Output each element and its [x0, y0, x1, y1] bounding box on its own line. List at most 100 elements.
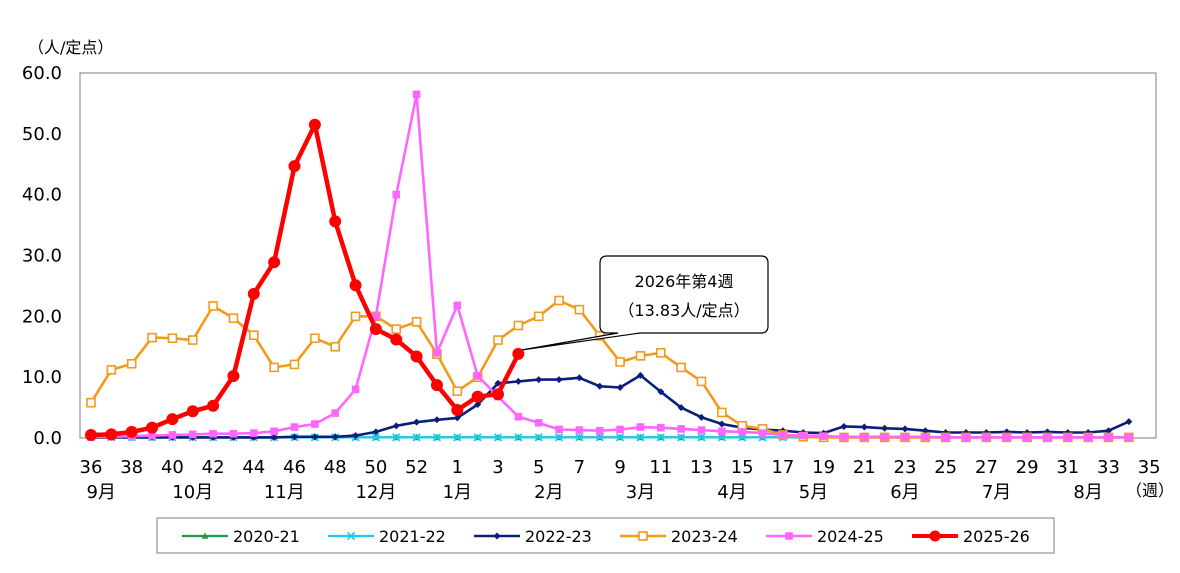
data-point	[229, 429, 238, 438]
data-point	[595, 433, 604, 442]
data-point	[85, 428, 97, 441]
x-tick-label: 9	[614, 457, 625, 478]
data-point	[167, 333, 178, 344]
data-point	[555, 425, 563, 434]
data-point	[718, 427, 726, 436]
data-point	[148, 431, 156, 440]
data-point	[452, 386, 463, 396]
data-point	[392, 190, 401, 199]
series-2025-26	[85, 118, 525, 441]
annotation-callout: 2026年第4週 （13.83人/定点）	[522, 255, 769, 351]
legend-item-2022-23: 2022-23	[474, 527, 592, 546]
x-tick-label: 1	[452, 457, 463, 478]
x-month-label: 9月	[86, 482, 115, 503]
data-point	[534, 418, 543, 427]
data-point	[146, 421, 159, 434]
data-point	[433, 349, 441, 357]
data-point	[474, 401, 482, 409]
x-tick-label: 23	[894, 457, 917, 478]
data-point	[596, 382, 604, 390]
data-point	[758, 429, 767, 437]
data-point	[291, 433, 298, 441]
data-point	[311, 433, 319, 441]
data-point	[413, 418, 421, 426]
data-point	[308, 118, 321, 131]
legend-label: 2021-22	[379, 527, 446, 546]
data-point	[473, 372, 482, 380]
data-point	[349, 279, 362, 292]
data-point	[512, 347, 525, 360]
legend-item-2020-21: 2020-21	[182, 527, 300, 546]
data-point	[718, 420, 726, 428]
data-point	[696, 376, 707, 387]
y-tick-label: 30.0	[22, 246, 62, 267]
y-tick-label: 40.0	[22, 185, 62, 206]
data-point	[329, 215, 342, 228]
annotation-line-1: 2026年第4週	[635, 272, 734, 291]
data-point	[554, 433, 564, 442]
data-point	[330, 341, 341, 352]
data-point	[901, 425, 909, 433]
data-point	[471, 390, 484, 403]
x-tick-label: 35	[1138, 457, 1161, 478]
data-point	[575, 374, 583, 382]
data-point	[346, 531, 356, 541]
data-point	[799, 431, 808, 440]
data-point	[392, 433, 401, 442]
x-tick-label: 50	[364, 457, 387, 478]
data-point	[657, 388, 665, 396]
series-line	[91, 93, 1129, 439]
data-point	[514, 433, 523, 442]
x-month-label: 7月	[982, 482, 1011, 503]
data-point	[432, 433, 442, 442]
series-line	[91, 373, 1130, 439]
data-point	[717, 407, 727, 418]
data-point	[921, 432, 930, 441]
data-point	[921, 427, 929, 435]
x-tick-label: 44	[242, 457, 265, 478]
data-point	[655, 348, 666, 358]
data-point	[1125, 418, 1133, 426]
legend-label: 2022-23	[525, 527, 592, 546]
x-tick-label: 38	[120, 457, 143, 478]
data-point	[453, 433, 462, 442]
series-lines	[85, 90, 1134, 443]
data-point	[840, 422, 848, 430]
data-point	[288, 160, 301, 173]
x-tick-label: 7	[574, 457, 585, 478]
data-point	[738, 428, 746, 436]
data-point	[554, 295, 564, 306]
x-tick-label: 11	[649, 457, 672, 478]
x-tick-label: 15	[731, 457, 754, 478]
data-point	[697, 433, 706, 442]
x-tick-label: 3	[492, 457, 503, 478]
data-point	[677, 404, 685, 412]
data-point	[1043, 433, 1052, 442]
data-point	[880, 432, 889, 441]
data-point	[595, 426, 604, 435]
x-axis-week-ticks: 36 38 40 42 44 46 48 50 52 1 3 5 7 9 11 13 15 17 19 21 23 25 2…	[80, 457, 1161, 478]
x-tick-label: 25	[934, 457, 957, 478]
data-point	[574, 304, 585, 315]
x-month-label: 4月	[717, 482, 746, 503]
x-month-label: 2月	[534, 482, 563, 503]
x-tick-label: 46	[283, 457, 306, 478]
data-point	[929, 530, 941, 542]
x-tick-label: 40	[161, 457, 184, 478]
series-line	[90, 122, 521, 438]
data-point	[514, 412, 523, 421]
data-point	[901, 432, 909, 441]
data-point	[270, 433, 278, 441]
data-point	[1002, 433, 1011, 442]
legend-label: 2023-24	[671, 527, 738, 546]
x-tick-label: 27	[975, 457, 998, 478]
data-point	[290, 423, 299, 431]
y-axis-ticks: 0.0 10.0 20.0 30.0 40.0 50.0 60.0	[22, 63, 62, 449]
data-point	[372, 312, 380, 321]
data-point	[412, 90, 421, 99]
data-point	[391, 324, 402, 334]
data-point	[451, 404, 464, 417]
data-point	[533, 311, 544, 322]
data-point	[390, 333, 403, 346]
